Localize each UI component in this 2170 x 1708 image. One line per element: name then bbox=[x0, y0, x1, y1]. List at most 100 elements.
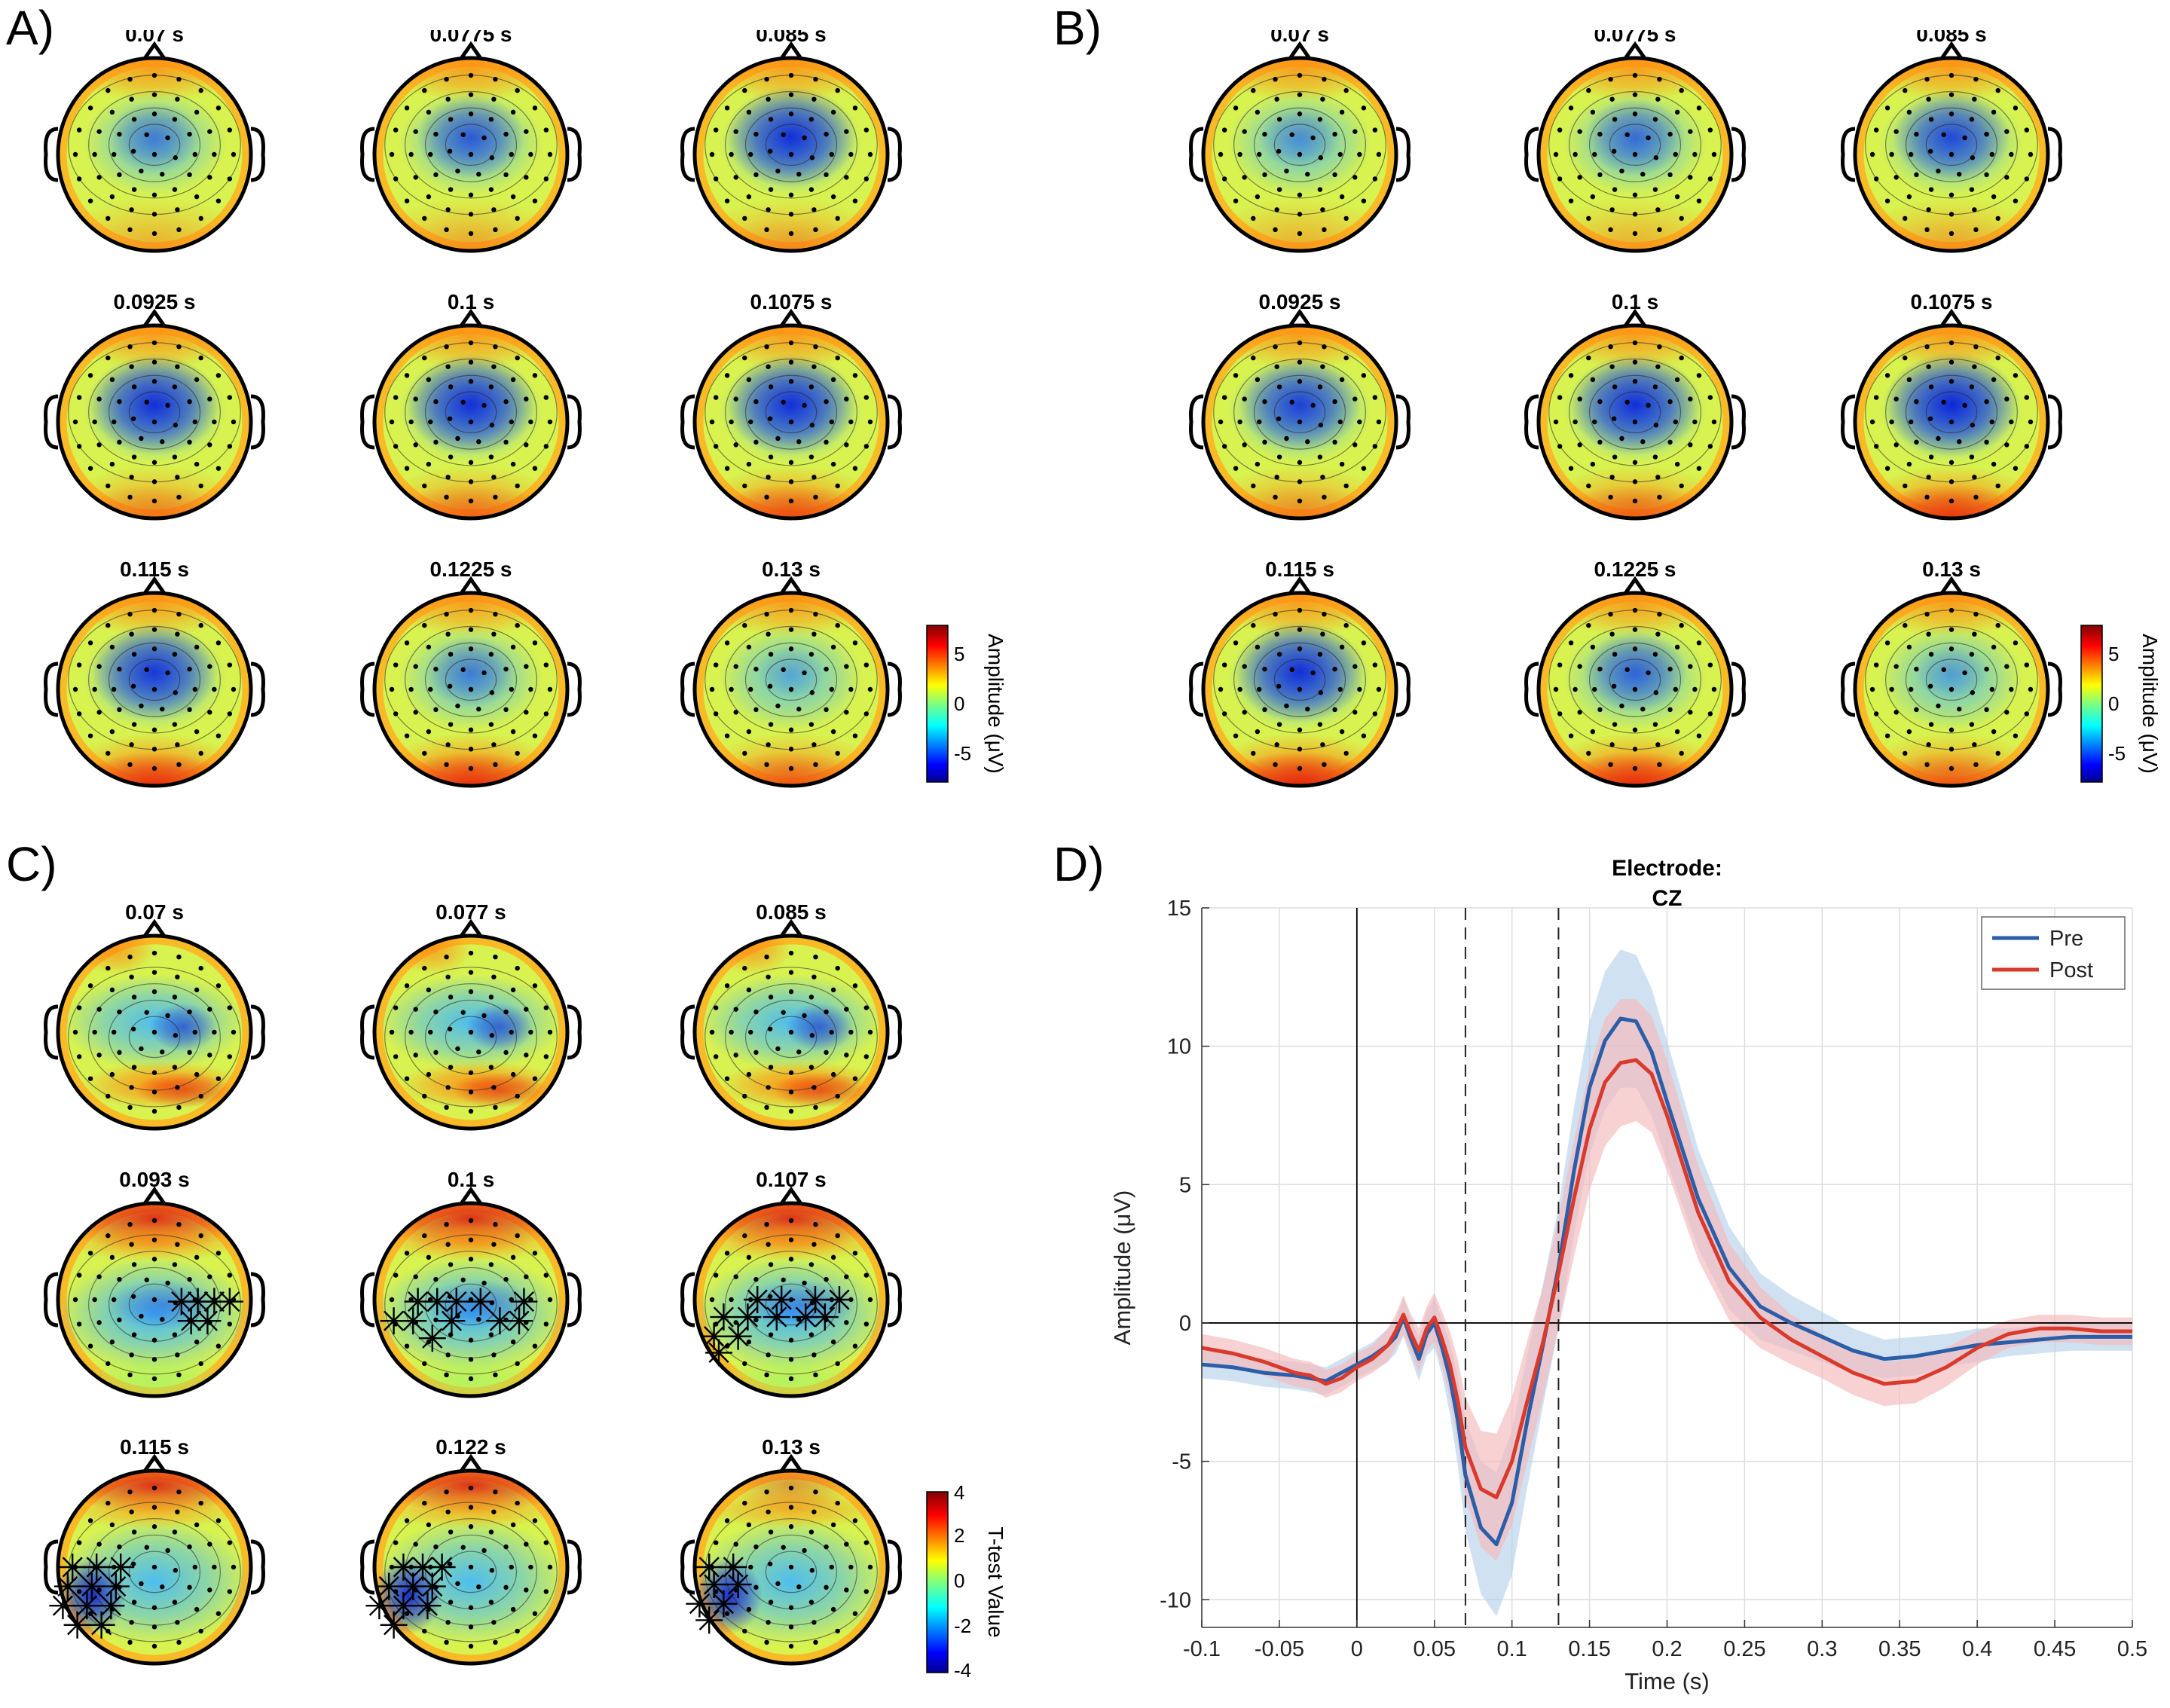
electrode-dot bbox=[510, 109, 516, 115]
electrode-dot bbox=[393, 395, 399, 400]
electrode-dot bbox=[1707, 127, 1713, 133]
electrode-dot bbox=[172, 722, 178, 727]
electrode-dot bbox=[117, 1009, 122, 1015]
electrode-dot bbox=[491, 475, 497, 480]
ear-left-outline bbox=[1189, 127, 1204, 182]
electrode-dot bbox=[1657, 76, 1662, 82]
nose-outline bbox=[1939, 576, 1964, 596]
electrode-dot bbox=[207, 664, 212, 669]
electrode-dot bbox=[1586, 215, 1591, 222]
head-outline bbox=[56, 1201, 253, 1398]
electrode-dot bbox=[813, 494, 818, 500]
electrode-dot bbox=[176, 1372, 182, 1378]
topomap-time-label: 0.1225 s bbox=[1594, 558, 1676, 581]
electrode-dot bbox=[96, 710, 102, 715]
x-tick-label: 0.3 bbox=[1807, 1637, 1837, 1661]
electrode-dot bbox=[1284, 703, 1289, 709]
electrode-dot bbox=[1255, 377, 1261, 383]
electrode-dot bbox=[1305, 172, 1310, 177]
significance-star bbox=[811, 1303, 839, 1331]
electrode-dot bbox=[172, 1332, 178, 1337]
topomap-time-label: 0.1225 s bbox=[430, 558, 512, 581]
electrode-dot bbox=[852, 1518, 858, 1523]
electrode-dot bbox=[76, 1273, 82, 1278]
electrode-dot bbox=[1906, 644, 1912, 650]
x-tick-label: 0.05 bbox=[1414, 1637, 1456, 1661]
electrode-dot bbox=[151, 419, 157, 425]
chart-title-line: CZ bbox=[1652, 886, 1683, 911]
electrode-dot bbox=[1218, 686, 1224, 692]
electrode-dot bbox=[766, 1085, 771, 1090]
colorbar-tick: 5 bbox=[954, 643, 964, 665]
electrode-dot bbox=[830, 987, 836, 993]
head-outline bbox=[1201, 56, 1398, 253]
electrode-dot bbox=[165, 1280, 170, 1286]
electrode-dot bbox=[1948, 607, 1955, 613]
topomap-blob bbox=[393, 936, 471, 975]
electrode-dot bbox=[488, 995, 494, 1000]
electrode-dot bbox=[1255, 729, 1261, 735]
topomap-contour bbox=[1588, 107, 1682, 182]
electrode-dot bbox=[215, 1076, 222, 1081]
electrode-dot bbox=[775, 435, 781, 442]
electrode-dot bbox=[1989, 151, 1994, 157]
electrode-dot bbox=[160, 1584, 165, 1590]
electrode-dot bbox=[1972, 742, 1977, 747]
electrode-dot bbox=[227, 662, 233, 668]
topomap-blob bbox=[72, 484, 237, 518]
electrode-dot bbox=[1318, 690, 1324, 695]
electrode-dot bbox=[207, 1541, 212, 1547]
electrode-dot bbox=[1619, 435, 1624, 442]
electrode-dot bbox=[543, 176, 549, 182]
electrode-dot bbox=[1297, 212, 1303, 217]
electrode-dot bbox=[1273, 611, 1278, 617]
electrode-dot bbox=[151, 686, 157, 692]
electrode-dot bbox=[491, 96, 497, 102]
electrode-dot bbox=[1361, 198, 1367, 203]
electrode-dot bbox=[1320, 631, 1325, 637]
electrode-dot bbox=[2013, 373, 2019, 378]
electrode-dot bbox=[543, 711, 549, 717]
electrode-dot bbox=[151, 765, 157, 772]
electrode-dot bbox=[139, 1581, 144, 1587]
topomap-field bbox=[695, 936, 888, 1129]
electrode-dot bbox=[1674, 461, 1680, 467]
electrode-dot bbox=[1989, 419, 1994, 425]
electrode-dot bbox=[1869, 686, 1875, 692]
electrode-dot bbox=[1284, 435, 1289, 442]
electrode-dot bbox=[393, 127, 399, 133]
electrode-dot bbox=[212, 151, 217, 157]
electrode-dot bbox=[713, 444, 719, 449]
electrode-dot bbox=[468, 970, 474, 975]
head-outline bbox=[1853, 56, 2050, 253]
electrode-dot bbox=[445, 1242, 451, 1247]
electrode-dot bbox=[1688, 396, 1693, 402]
electrode-dot bbox=[151, 1257, 157, 1262]
electrode-dot bbox=[433, 172, 439, 178]
electrode-dot bbox=[493, 611, 498, 617]
topomap-field bbox=[1855, 593, 2048, 786]
topomap-head: 0.1225 s bbox=[360, 558, 582, 788]
electrode-dot bbox=[1924, 227, 1930, 233]
electrode-dot bbox=[1297, 231, 1303, 237]
electrode-dot bbox=[1262, 707, 1267, 713]
electrode-dot bbox=[175, 475, 180, 480]
topomap-time-label: 0.0925 s bbox=[114, 290, 196, 313]
electrode-dot bbox=[1873, 711, 1879, 717]
electrode-dot bbox=[491, 742, 497, 747]
electrode-dot bbox=[713, 176, 719, 182]
topomap-contour bbox=[405, 625, 537, 734]
electrode-dot bbox=[87, 1343, 93, 1349]
topomap-contour bbox=[384, 967, 558, 1108]
electrode-dot bbox=[165, 1548, 170, 1554]
topomap-blob bbox=[1884, 352, 2019, 457]
electrode-dot bbox=[92, 686, 97, 692]
y-tick-label: 0 bbox=[1179, 1312, 1191, 1336]
topomap-time-label: 0.1075 s bbox=[750, 290, 833, 313]
colorbar-tick: -5 bbox=[2108, 742, 2126, 765]
electrode-dot bbox=[422, 1361, 427, 1367]
electrode-dot bbox=[1632, 627, 1638, 632]
head-outline bbox=[372, 933, 570, 1131]
topomap-contour bbox=[88, 625, 221, 734]
electrode-dot bbox=[809, 690, 815, 695]
